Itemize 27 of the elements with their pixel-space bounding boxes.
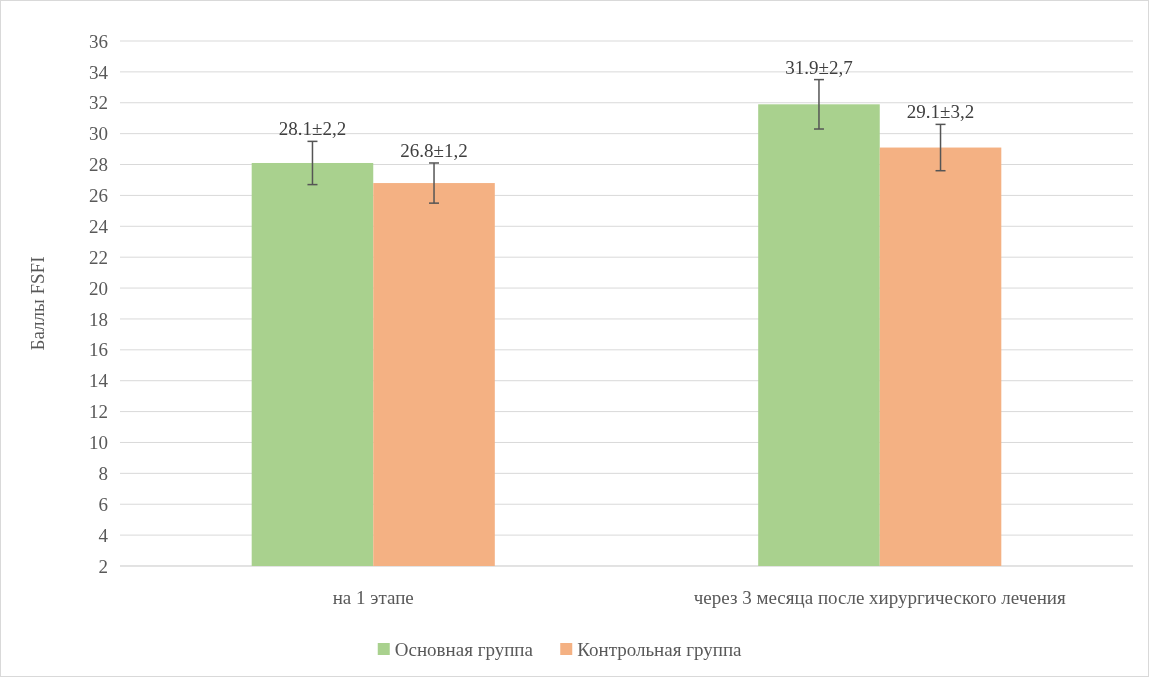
y-tick-label: 30 (89, 123, 108, 145)
y-tick-label: 18 (89, 308, 108, 330)
x-tick-label: на 1 этапе (332, 587, 414, 608)
data-label: 29.1±3,2 (906, 101, 975, 123)
y-tick-label: 32 (89, 92, 108, 114)
y-tick-label: 26 (89, 185, 108, 207)
y-tick-label: 2 (98, 555, 108, 577)
legend-label: Основная группа (394, 638, 534, 660)
y-axis-title: Баллы FSFI (27, 256, 48, 351)
y-tick-label: 34 (89, 61, 109, 83)
y-tick-label: 14 (89, 370, 109, 392)
legend-label: Контрольная группа (577, 638, 743, 660)
y-tick-label: 12 (89, 401, 108, 423)
data-label: 28.1±2,2 (278, 118, 347, 140)
y-tick-label: 20 (89, 277, 108, 299)
y-tick-label: 6 (98, 493, 108, 515)
data-label: 26.8±1,2 (400, 139, 468, 161)
y-tick-label: 16 (89, 339, 108, 361)
y-tick-label: 28 (89, 154, 108, 176)
y-tick-label: 10 (89, 432, 108, 454)
data-label: 31.9±2,7 (785, 56, 853, 78)
x-tick-label: через 3 месяца после хирургического лечения (693, 587, 1066, 608)
y-tick-label: 4 (98, 524, 109, 546)
y-tick-label: 22 (89, 246, 108, 268)
y-tick-label: 8 (98, 463, 108, 484)
y-tick-label: 24 (89, 215, 109, 237)
y-tick-label: 36 (89, 30, 108, 52)
